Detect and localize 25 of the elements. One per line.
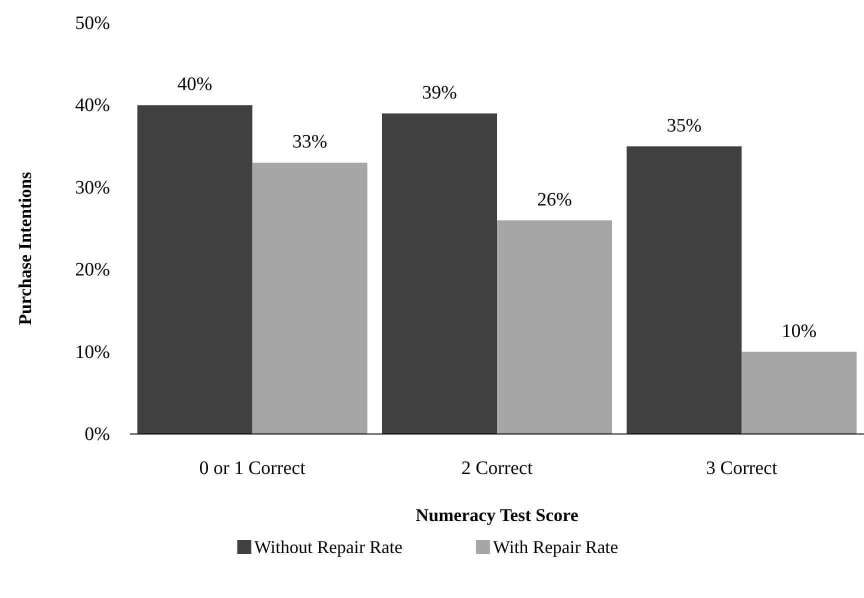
x-tick-label: 0 or 1 Correct bbox=[199, 458, 306, 479]
y-tick-label: 50% bbox=[75, 13, 110, 34]
data-label: 33% bbox=[292, 132, 328, 153]
y-tick-label: 20% bbox=[75, 260, 110, 281]
bar bbox=[382, 113, 497, 434]
bar bbox=[626, 146, 742, 434]
data-label: 39% bbox=[422, 82, 458, 104]
y-tick-label: 10% bbox=[75, 342, 110, 363]
bar bbox=[252, 162, 368, 434]
data-label: 40% bbox=[177, 74, 212, 96]
y-tick-label: 40% bbox=[75, 95, 110, 116]
x-tick-label: 2 Correct bbox=[461, 458, 534, 479]
bar bbox=[137, 105, 252, 434]
data-label: 10% bbox=[782, 320, 817, 342]
legend-label: Without Repair Rate bbox=[254, 537, 402, 557]
y-tick-label: 0% bbox=[84, 424, 110, 445]
data-label: 35% bbox=[666, 115, 702, 136]
data-label: 26% bbox=[537, 189, 572, 210]
bar bbox=[497, 220, 612, 434]
y-tick-label: 30% bbox=[75, 177, 110, 198]
bar bbox=[742, 352, 857, 434]
x-axis-title: Numeracy Test Score bbox=[416, 505, 578, 525]
x-tick-label: 3 Correct bbox=[706, 458, 778, 479]
legend-label: With Repair Rate bbox=[492, 537, 618, 557]
y-axis-title: Purchase Intentions bbox=[15, 172, 35, 326]
